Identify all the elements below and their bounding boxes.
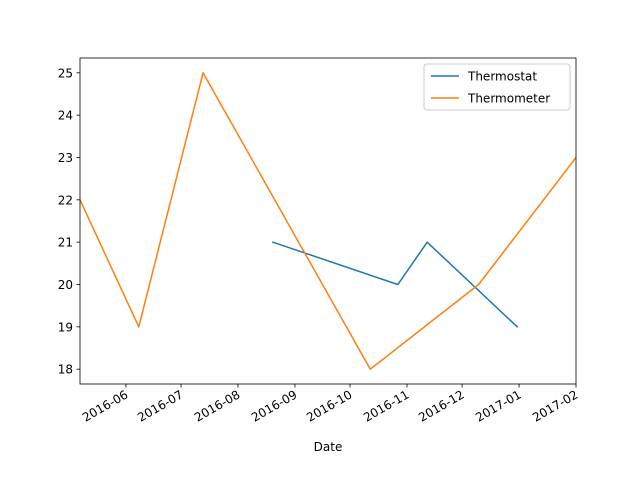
series-line-thermometer [80,72,576,370]
y-tick-label: 23 [58,151,73,165]
y-tick-label: 22 [58,193,73,207]
x-axis-label: Date [314,440,343,454]
y-tick-label: 21 [58,236,73,250]
plot-area [79,57,577,385]
legend: Thermostat Thermometer [423,63,571,111]
legend-box [423,63,571,111]
series-lines [80,72,576,370]
y-tick-label: 25 [58,66,73,80]
y-tick-label: 19 [58,320,73,334]
legend-label-thermostat: Thermostat [467,70,537,84]
y-tick-label: 18 [58,363,73,377]
y-tick-label: 20 [58,278,73,292]
legend-label-thermometer: Thermometer [467,92,550,106]
plot-frame [79,57,577,385]
series-line-thermostat [271,241,519,328]
y-axis: 18 19 20 21 22 23 24 25 [58,66,80,377]
y-tick-label: 24 [58,109,73,123]
